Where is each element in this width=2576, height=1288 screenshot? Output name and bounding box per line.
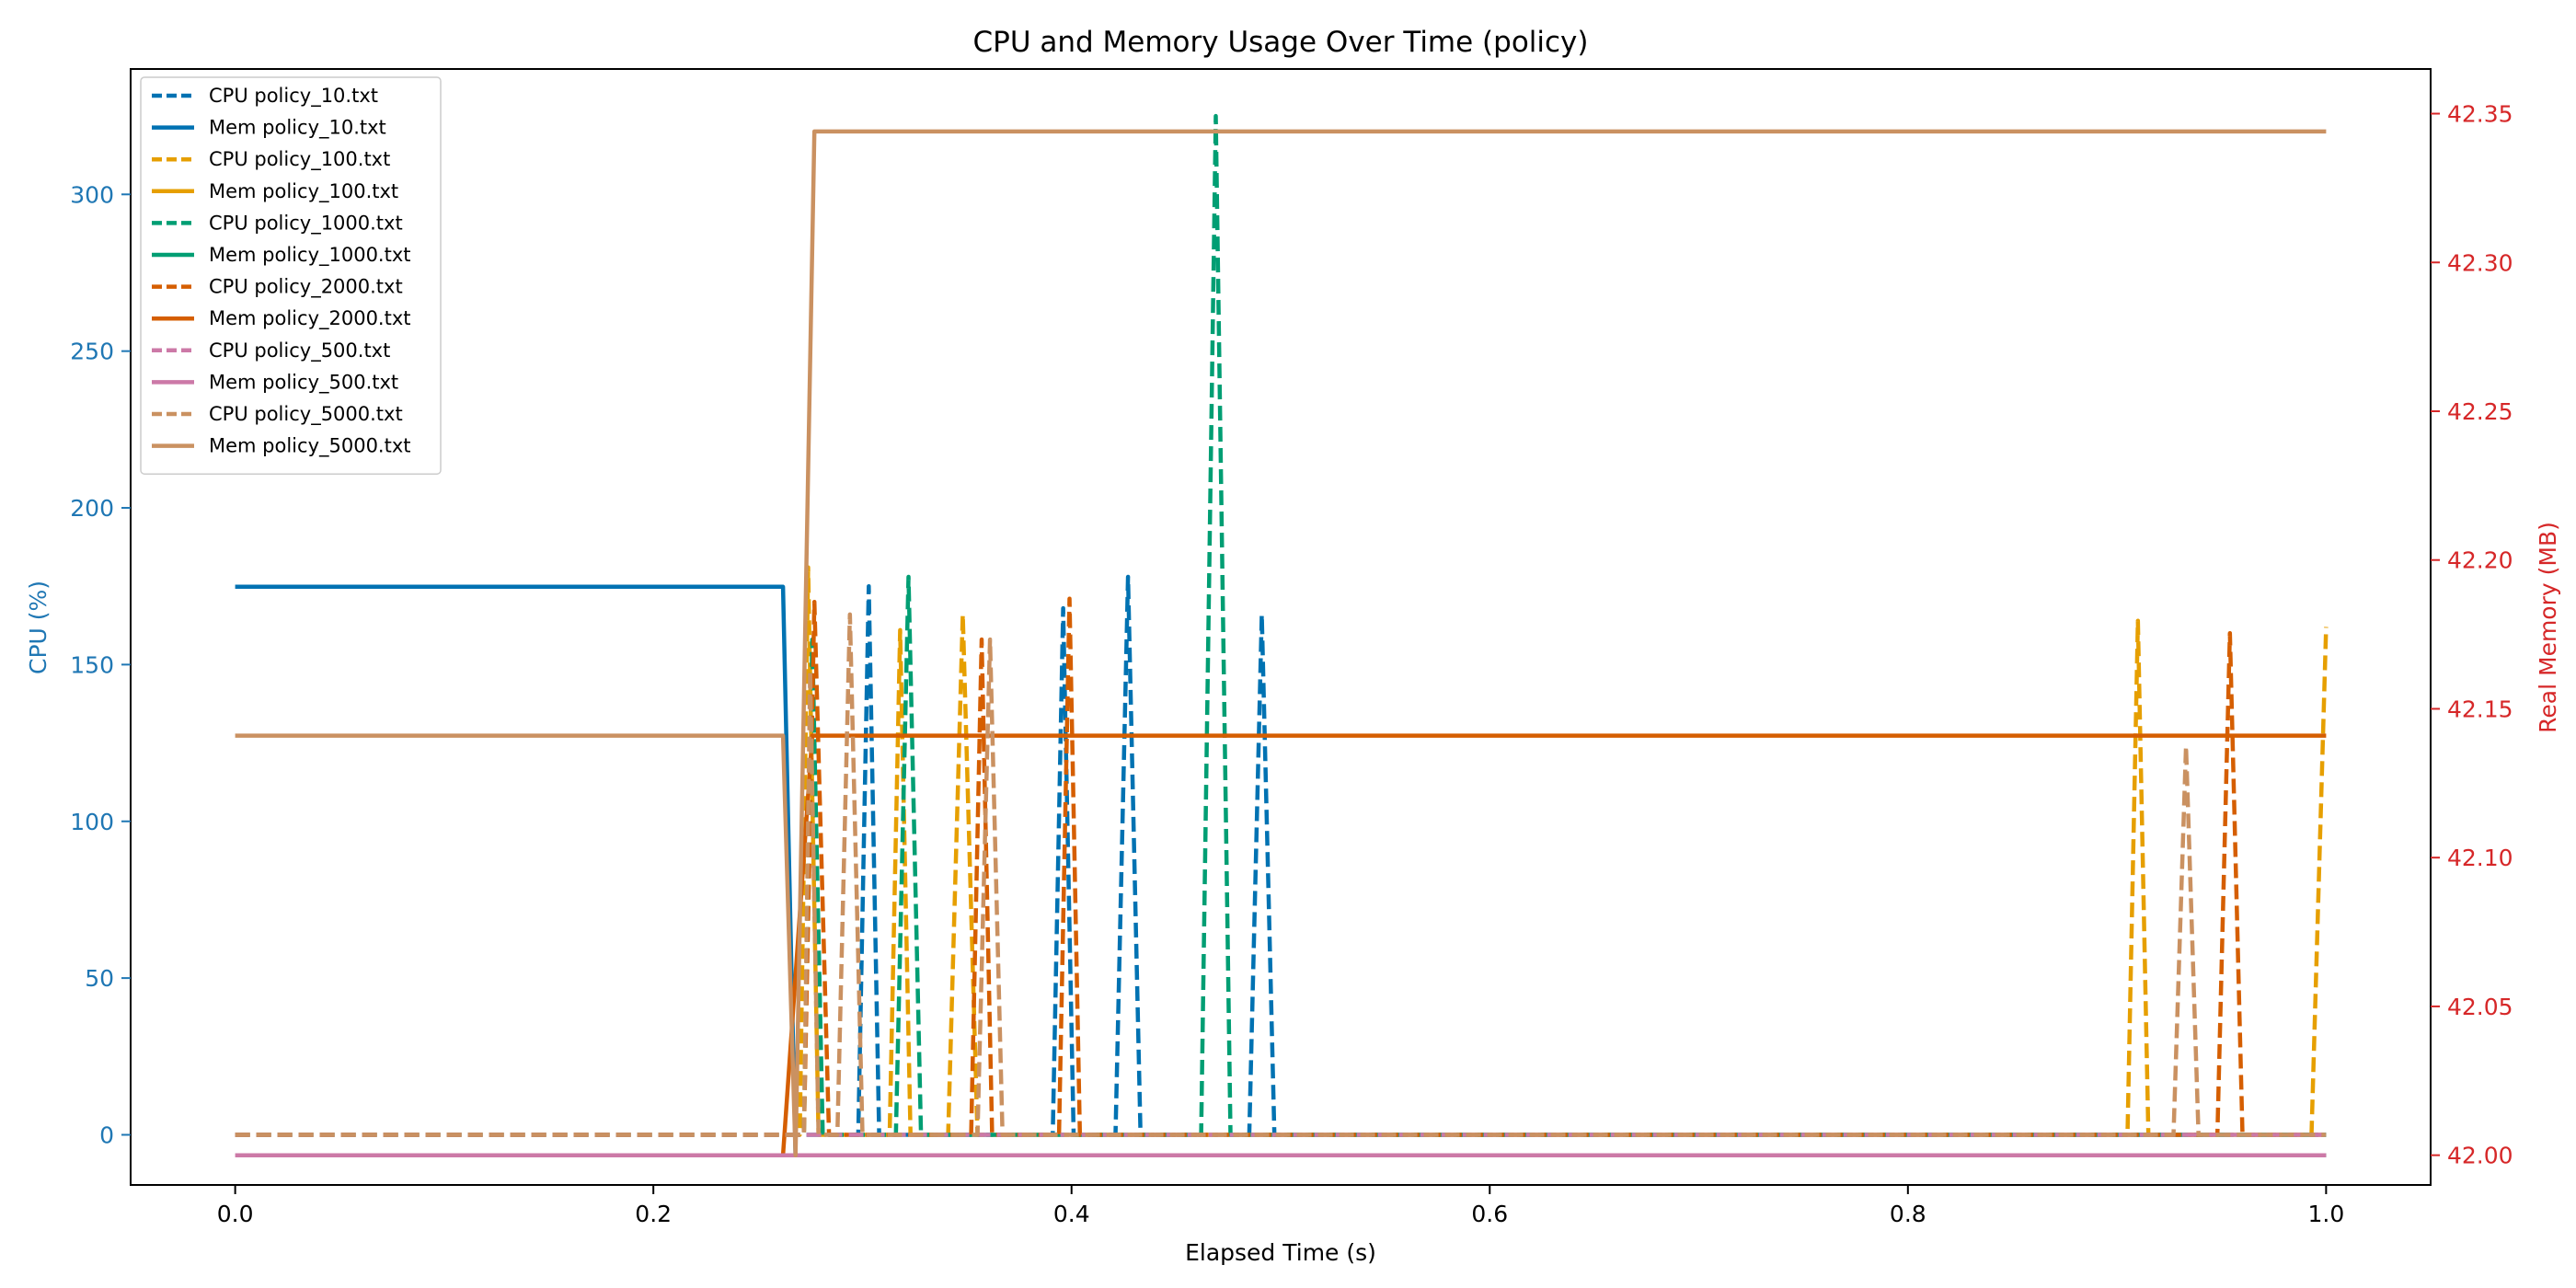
y-right-tick-label: 42.25 [2447, 398, 2513, 425]
y-right-tick-label: 42.00 [2447, 1143, 2513, 1169]
x-tick-label: 0.4 [1053, 1201, 1090, 1227]
legend-label: Mem policy_2000.txt [209, 307, 411, 330]
series-line-2 [235, 565, 2329, 1137]
x-tick-label: 0.2 [635, 1201, 672, 1227]
series-line-11 [235, 129, 2327, 1157]
y-right-axis-label: Real Memory (MB) [2535, 522, 2561, 733]
legend-label: Mem policy_5000.txt [209, 435, 411, 458]
plot-lines [235, 113, 2329, 1157]
x-tick-label: 0.8 [1890, 1201, 1926, 1227]
series-line-0 [235, 574, 2327, 1137]
y-right-tick-label: 42.30 [2447, 249, 2513, 276]
x-axis-label: Elapsed Time (s) [1185, 1239, 1376, 1266]
x-axis: 0.0 0.2 0.4 0.6 0.8 1.0 [217, 1185, 2344, 1227]
y-left-tick-label: 150 [70, 651, 114, 678]
y-right-tick-label: 42.20 [2447, 547, 2513, 574]
x-tick-label: 1.0 [2307, 1201, 2344, 1227]
chart-title: CPU and Memory Usage Over Time (policy) [972, 26, 1588, 59]
legend-label: CPU policy_500.txt [209, 339, 390, 362]
legend-label: Mem policy_100.txt [209, 180, 398, 203]
y-right-axis: 42.00 42.05 42.10 42.15 42.20 42.25 42.30 42.35 [2431, 101, 2513, 1169]
series-line-1 [235, 584, 798, 1156]
y-left-tick-label: 50 [85, 965, 114, 992]
series-line-4 [235, 113, 2327, 1137]
x-tick-label: 0.0 [217, 1201, 254, 1227]
x-tick-label: 0.6 [1471, 1201, 1508, 1227]
legend-label: CPU policy_1000.txt [209, 212, 403, 235]
y-right-tick-label: 42.10 [2447, 845, 2513, 871]
legend-box [140, 76, 442, 475]
y-right-tick-label: 42.05 [2447, 994, 2513, 1020]
y-left-tick-label: 300 [70, 181, 114, 208]
series-line-6 [235, 596, 2327, 1137]
legend-label: CPU policy_10.txt [209, 85, 378, 108]
plot-frame [130, 68, 2432, 1186]
legend-label: CPU policy_5000.txt [209, 403, 403, 426]
legend-label: Mem policy_10.txt [209, 117, 386, 140]
legend-label: Mem policy_1000.txt [209, 244, 411, 267]
legend: CPU policy_10.txt Mem policy_10.txt CPU po… [140, 76, 442, 475]
series-line-10 [235, 612, 2327, 1137]
series-line-7 [780, 733, 2327, 1156]
y-left-tick-label: 250 [70, 339, 114, 365]
y-left-tick-label: 0 [99, 1121, 114, 1148]
legend-label: CPU policy_2000.txt [209, 276, 403, 299]
y-left-tick-label: 100 [70, 809, 114, 835]
y-right-tick-label: 42.15 [2447, 696, 2513, 722]
y-left-axis-label: CPU (%) [25, 581, 52, 674]
y-right-tick-label: 42.35 [2447, 101, 2513, 128]
y-left-tick-label: 200 [70, 495, 114, 522]
y-left-axis: 0 50 100 150 200 250 300 [70, 181, 131, 1148]
legend-label: Mem policy_500.txt [209, 371, 398, 394]
legend-label: CPU policy_100.txt [209, 148, 390, 171]
